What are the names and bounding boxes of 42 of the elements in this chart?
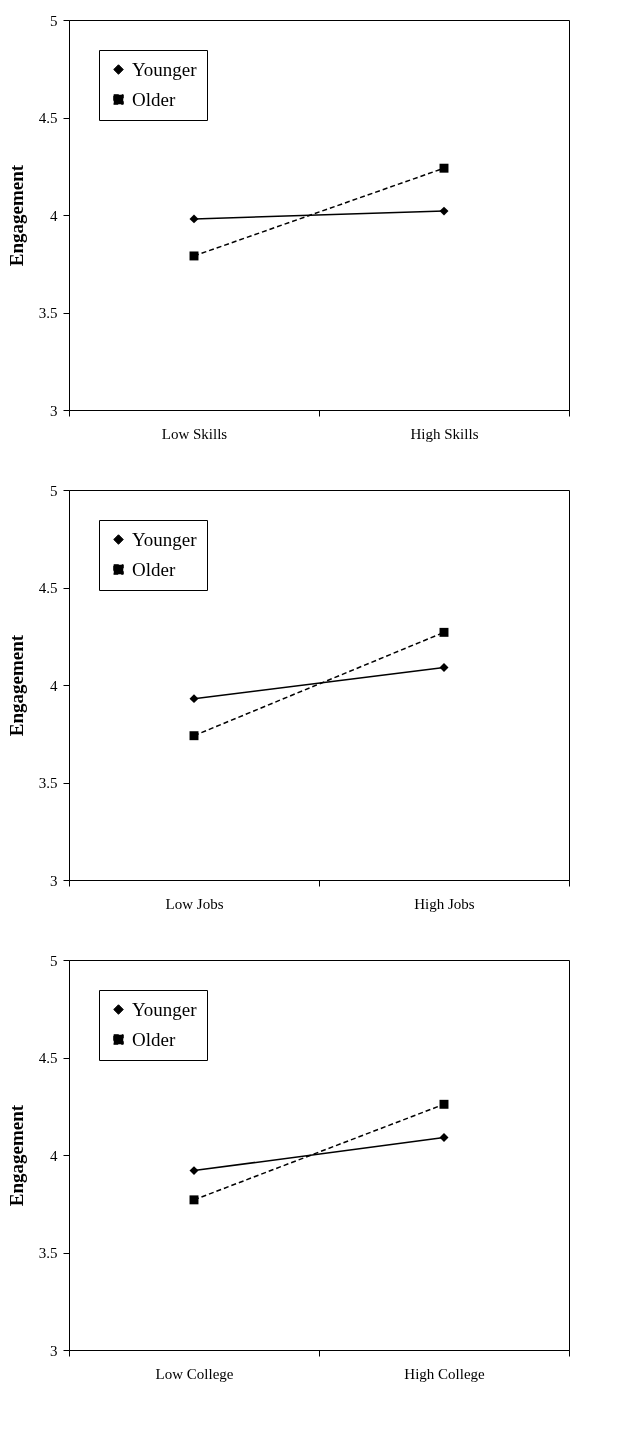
point — [189, 1166, 199, 1176]
y-tick-label: 3 — [50, 402, 58, 419]
point — [439, 662, 449, 672]
point — [439, 206, 449, 216]
y-tick-label: 5 — [50, 12, 58, 29]
point — [189, 1195, 199, 1205]
y-tick-label: 5 — [50, 952, 58, 969]
x-tick-label: High Jobs — [414, 895, 475, 912]
y-tick-label: 3 — [50, 872, 58, 889]
legend-label: Older — [132, 1028, 176, 1050]
point — [439, 627, 449, 637]
point — [189, 694, 199, 704]
y-tick-label: 4 — [50, 677, 58, 694]
y-tick-label: 3.5 — [38, 775, 58, 791]
point — [439, 1132, 449, 1142]
point — [189, 251, 199, 261]
point — [439, 163, 449, 173]
legend-label: Older — [132, 88, 176, 110]
x-tick-label: High Skills — [410, 425, 479, 442]
y-tick-label: 4.5 — [38, 580, 58, 596]
point — [189, 214, 199, 224]
x-tick-label: Low Skills — [161, 425, 228, 442]
legend-label: Older — [132, 558, 176, 580]
y-axis-title: Engagement — [5, 164, 27, 267]
x-tick-label: Low College — [155, 1365, 234, 1382]
legend-label: Younger — [132, 58, 198, 80]
x-tick-label: High College — [404, 1365, 486, 1382]
legend-label: Younger — [132, 528, 198, 550]
y-tick-label: 4 — [50, 207, 58, 224]
y-tick-label: 3 — [50, 1342, 58, 1359]
y-tick-label: 3.5 — [38, 305, 58, 321]
point — [189, 731, 199, 741]
y-axis-title: Engagement — [5, 1104, 27, 1207]
y-tick-label: 5 — [50, 482, 58, 499]
y-tick-label: 4.5 — [38, 1050, 58, 1066]
x-tick-label: Low Jobs — [165, 895, 224, 912]
point — [439, 1099, 449, 1109]
y-axis-title: Engagement — [5, 634, 27, 737]
y-tick-label: 3.5 — [38, 1245, 58, 1261]
legend-label: Younger — [132, 998, 198, 1020]
y-tick-label: 4 — [50, 1147, 58, 1164]
y-tick-label: 4.5 — [38, 110, 58, 126]
